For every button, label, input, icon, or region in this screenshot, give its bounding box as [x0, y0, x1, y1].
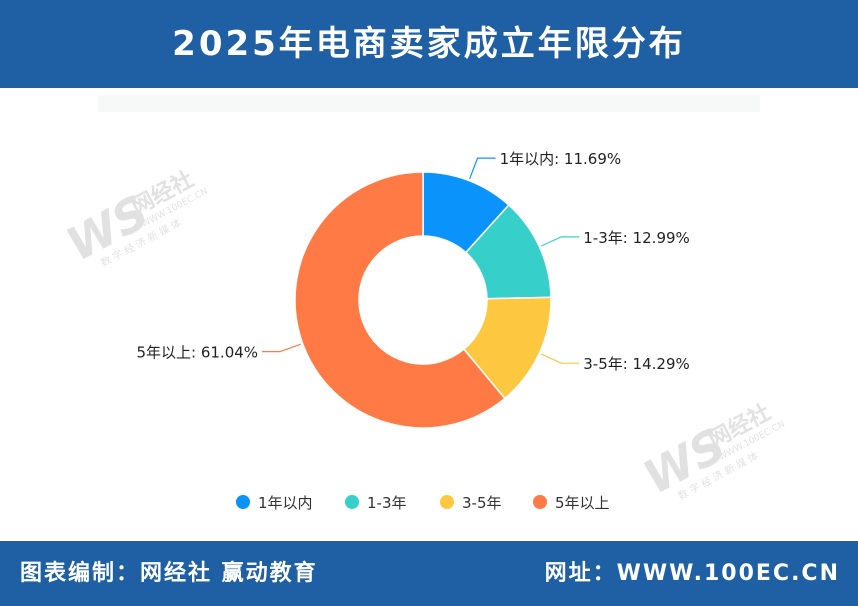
legend-label-3: 5年以上	[555, 494, 610, 512]
donut-chart: WS 网经社 WWW.100EC.CN 数 字 经 济 新 媒 体 WS 网经社…	[58, 150, 787, 512]
legend-marker-2	[440, 495, 454, 509]
data-labels: 1年以内: 11.69% 1-3年: 12.99% 3-5年: 14.29% 5年以上…	[136, 150, 689, 373]
plot-background	[98, 95, 760, 112]
legend-label-1: 1-3年	[367, 494, 407, 512]
legend-label-2: 3-5年	[462, 494, 502, 512]
donut-slices	[294, 171, 552, 429]
leader-line-2	[540, 353, 580, 364]
data-label-2: 3-5年: 14.29%	[583, 355, 690, 373]
leader-line-1	[541, 236, 580, 247]
slice-3	[294, 171, 506, 429]
leader-line-3	[262, 343, 301, 353]
watermark-lower-right: WS 网经社 WWW.100EC.CN 数 字 经 济 新 媒 体	[635, 399, 787, 504]
title-bar: 2025年电商卖家成立年限分布	[0, 0, 858, 88]
label-leaders	[262, 157, 580, 364]
legend: 1年以内 1-3年 3-5年 5年以上	[236, 494, 610, 512]
legend-marker-1	[345, 495, 359, 509]
footer-credit: 图表编制：网经社 赢动教育	[20, 561, 318, 586]
legend-label-0: 1年以内	[258, 494, 313, 512]
chart-title: 2025年电商卖家成立年限分布	[172, 24, 686, 64]
legend-marker-0	[236, 495, 250, 509]
watermark-upper-left: WS 网经社 WWW.100EC.CN 数 字 经 济 新 媒 体	[58, 166, 210, 271]
footer-website: 网址：WWW.100EC.CN	[544, 561, 840, 586]
data-label-3: 5年以上: 61.04%	[136, 344, 258, 362]
legend-marker-3	[533, 495, 547, 509]
data-label-1: 1-3年: 12.99%	[583, 229, 690, 247]
footer-bar: 图表编制：网经社 赢动教育 网址：WWW.100EC.CN	[0, 541, 858, 606]
data-label-0: 1年以内: 11.69%	[500, 150, 622, 168]
leader-line-0	[469, 157, 496, 179]
